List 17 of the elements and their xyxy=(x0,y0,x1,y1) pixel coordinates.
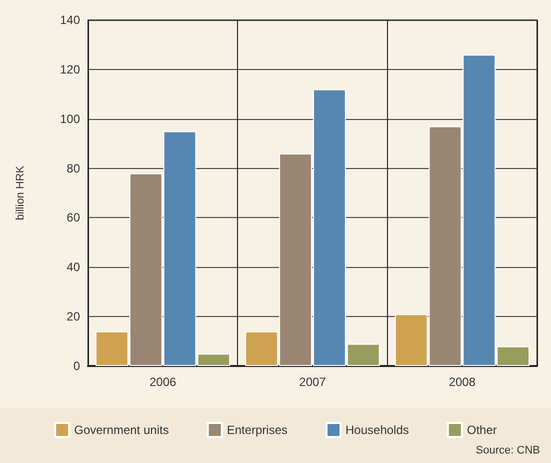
y-tick-label: 100 xyxy=(60,112,80,126)
legend-label: Enterprises xyxy=(226,423,288,437)
y-tick-label: 80 xyxy=(66,161,80,176)
y-tick-label: 20 xyxy=(66,310,80,324)
y-tick-label: 140 xyxy=(60,13,80,27)
x-tick-label: 2006 xyxy=(149,375,177,389)
source-note: Source: CNB xyxy=(476,444,540,456)
legend-label: Households xyxy=(346,423,409,437)
y-tick-label: 60 xyxy=(66,210,80,225)
legend-label: Government units xyxy=(74,423,169,437)
x-tick-label: 2008 xyxy=(448,375,476,389)
legend-label: Other xyxy=(466,423,497,437)
y-tick-label: 120 xyxy=(60,62,80,76)
y-tick-label: 0 xyxy=(73,359,80,373)
y-tick-label: 40 xyxy=(66,260,80,274)
x-tick-label: 2007 xyxy=(299,375,326,389)
y-axis-title: billion HRK xyxy=(14,165,26,220)
